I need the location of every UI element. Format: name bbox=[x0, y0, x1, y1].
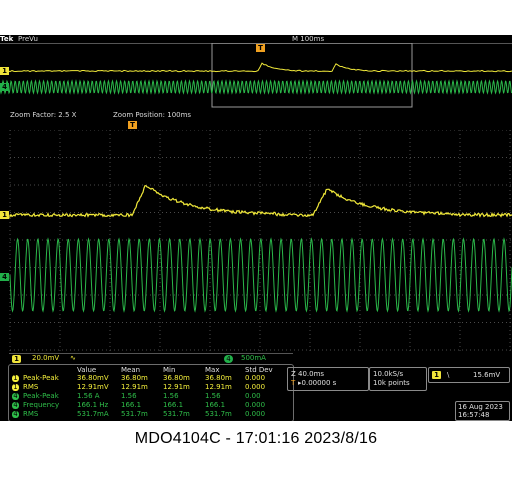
mode-label: PreVu bbox=[18, 35, 38, 43]
meas-row-name: RMS bbox=[23, 383, 39, 391]
meas-cell-min: 531.7m bbox=[163, 410, 190, 418]
datetime-readout: 16 Aug 2023 16:57:48 bbox=[455, 401, 510, 421]
acquisition-readout[interactable]: 10.0kS/s 10k points bbox=[369, 367, 427, 391]
overview-ch4-trace bbox=[0, 79, 512, 95]
meas-row-name: Frequency bbox=[23, 401, 60, 409]
trigger-slope-icon: \ bbox=[447, 371, 450, 379]
oscilloscope-screen: Tek PreVu M 100ms T 1 4 Zoom Factor: 2.5… bbox=[0, 35, 512, 421]
zoom-ch1-trace bbox=[9, 185, 512, 219]
ch1-badge[interactable]: 1 bbox=[12, 355, 21, 363]
meas-row-channel-badge: 4 bbox=[12, 401, 19, 409]
ch4-badge[interactable]: 4 bbox=[224, 355, 233, 363]
ch1-coupling-icon: ∿ bbox=[70, 354, 76, 362]
meas-cell-max: 36.80m bbox=[205, 374, 232, 382]
measurement-table: Value Mean Min Max Std Dev 1 Peak-Peak 36.… bbox=[8, 364, 294, 421]
sample-rate: 10.0kS/s bbox=[373, 370, 404, 378]
meas-row-name: Peak-Peak bbox=[23, 374, 59, 382]
channel-readout-bar bbox=[9, 353, 293, 363]
zoom-scale: Z 40.0ms bbox=[291, 370, 325, 378]
meas-cell-value: 12.91mV bbox=[77, 383, 109, 391]
meas-cell-mean: 12.91m bbox=[121, 383, 148, 391]
zoom-window-box bbox=[211, 43, 413, 108]
zoom-position-label: Zoom Position: 100ms bbox=[113, 111, 192, 119]
meas-header-mean: Mean bbox=[121, 366, 141, 374]
meas-cell-value: 36.80mV bbox=[77, 374, 109, 382]
timebase-label: M 100ms bbox=[292, 35, 325, 43]
overview-trigger-marker: T bbox=[256, 44, 265, 52]
brand-label: Tek bbox=[0, 35, 14, 43]
ch1-scale[interactable]: 20.0mV bbox=[32, 354, 60, 362]
ch4-scale[interactable]: 500mA bbox=[241, 354, 266, 362]
delay-value: ▸0.00000 s bbox=[298, 379, 337, 387]
delay-prefix: T bbox=[291, 379, 296, 387]
meas-cell-std: 0.000 bbox=[245, 410, 266, 418]
trigger-source-badge: 1 bbox=[432, 371, 441, 379]
meas-header-stddev: Std Dev bbox=[245, 366, 273, 374]
meas-cell-max: 531.7m bbox=[205, 410, 232, 418]
record-length: 10k points bbox=[373, 379, 410, 387]
time-value: 16:57:48 bbox=[458, 411, 490, 419]
meas-cell-value: 531.7mA bbox=[77, 410, 109, 418]
overview-ch1-trace bbox=[0, 62, 512, 73]
zoom-trigger-marker: T bbox=[128, 121, 137, 129]
screenshot-caption: MDO4104C - 17:01:16 2023/8/16 bbox=[134, 430, 378, 447]
meas-row-name: Peak-Peak bbox=[23, 392, 59, 400]
meas-cell-max: 166.1 bbox=[205, 401, 226, 409]
meas-cell-value: 166.1 Hz bbox=[77, 401, 109, 409]
zoom-ch1-marker[interactable]: 1 bbox=[0, 211, 9, 219]
meas-header-max: Max bbox=[205, 366, 220, 374]
meas-cell-value: 1.56 A bbox=[77, 392, 100, 400]
meas-row-channel-badge: 1 bbox=[12, 383, 19, 391]
horizontal-readout[interactable]: Z 40.0ms T ▸0.00000 s bbox=[287, 367, 369, 391]
meas-row-channel-badge: 1 bbox=[12, 374, 19, 382]
meas-cell-mean: 166.1 bbox=[121, 401, 142, 409]
meas-header-min: Min bbox=[163, 366, 176, 374]
meas-cell-min: 12.91m bbox=[163, 383, 190, 391]
zoom-waveform-area bbox=[9, 130, 512, 352]
date-value: 16 Aug 2023 bbox=[458, 403, 503, 411]
zoom-ch4-trace bbox=[9, 237, 512, 313]
meas-cell-min: 36.80m bbox=[163, 374, 190, 382]
meas-cell-std: 0.000 bbox=[245, 383, 266, 391]
meas-header-value: Value bbox=[77, 366, 97, 374]
meas-cell-std: 0.000 bbox=[245, 374, 266, 382]
meas-cell-mean: 531.7m bbox=[121, 410, 148, 418]
meas-row-name: RMS bbox=[23, 410, 39, 418]
trigger-level: 15.6mV bbox=[473, 371, 501, 379]
meas-row-channel-badge: 4 bbox=[12, 392, 19, 400]
overview-ch1-marker[interactable]: 1 bbox=[0, 67, 9, 75]
meas-cell-std: 0.000 bbox=[245, 401, 266, 409]
overview-waveform-area bbox=[0, 43, 512, 108]
meas-cell-max: 12.91m bbox=[205, 383, 232, 391]
meas-cell-std: 0.00 bbox=[245, 392, 261, 400]
meas-cell-min: 1.56 bbox=[163, 392, 179, 400]
meas-cell-min: 166.1 bbox=[163, 401, 184, 409]
meas-cell-mean: 36.80m bbox=[121, 374, 148, 382]
zoom-factor-label: Zoom Factor: 2.5 X bbox=[10, 111, 77, 119]
meas-cell-mean: 1.56 bbox=[121, 392, 137, 400]
meas-cell-max: 1.56 bbox=[205, 392, 221, 400]
zoom-ch4-marker[interactable]: 4 bbox=[0, 273, 9, 281]
meas-row-channel-badge: 4 bbox=[12, 410, 19, 418]
overview-ch4-marker[interactable]: 4 bbox=[0, 83, 9, 91]
trigger-readout[interactable]: 1 \ 15.6mV bbox=[428, 367, 510, 383]
